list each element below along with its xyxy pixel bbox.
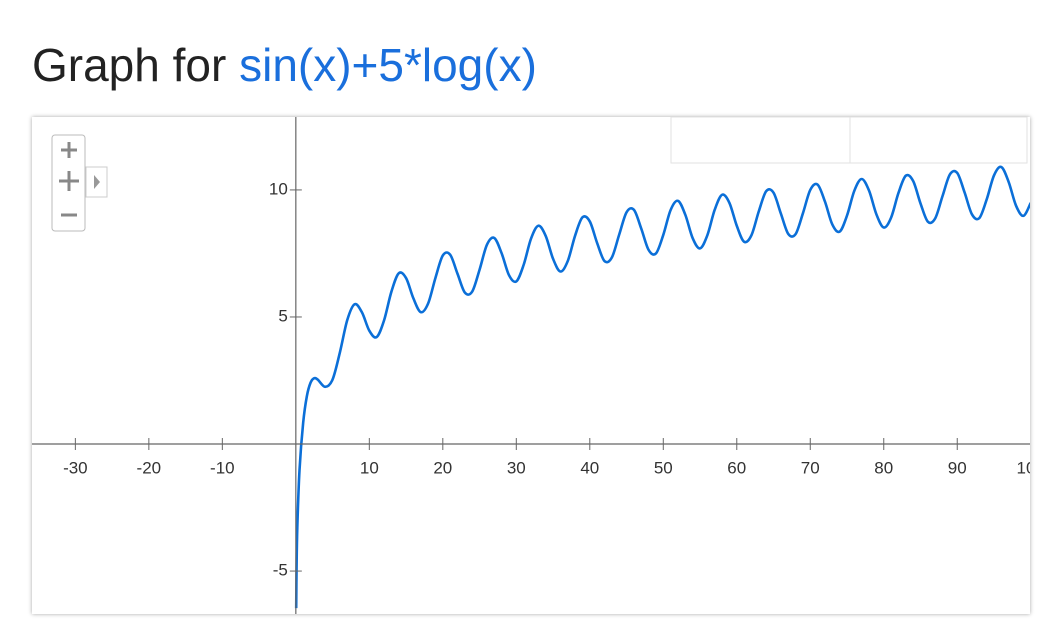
info-box <box>670 116 1028 164</box>
x-tick-label: 40 <box>580 458 599 477</box>
x-tick-label: 100 <box>1017 458 1030 477</box>
title: Graph for sin(x)+5*log(x) <box>32 38 537 92</box>
graph-box: -30 -20 -10 10 20 30 40 50 60 70 80 90 100 -5 5 10 <box>32 116 1045 614</box>
title-text: Graph for <box>32 39 227 91</box>
x-tick-label: 60 <box>727 458 746 477</box>
x-tick-label: 90 <box>948 458 967 477</box>
x-tick-label: 20 <box>433 458 452 477</box>
y-tick-label: -5 <box>273 561 288 580</box>
x-tick-label: 70 <box>801 458 820 477</box>
y-tick-label: 5 <box>278 306 287 325</box>
zoom-in[interactable] <box>61 142 77 158</box>
y-tick-label: 10 <box>269 179 288 198</box>
x-tick-label: 50 <box>654 458 673 477</box>
x-tick-label: 80 <box>874 458 893 477</box>
function-link[interactable]: sin(x)+5*log(x) <box>239 39 537 91</box>
zoom-controls[interactable] <box>51 134 108 232</box>
chart: -30 -20 -10 10 20 30 40 50 60 70 80 90 100 -5 5 10 <box>32 116 1045 614</box>
x-tick-label: 30 <box>507 458 526 477</box>
pan[interactable] <box>59 171 79 191</box>
plot-area <box>294 165 1030 609</box>
x-tick-label: -30 <box>63 458 88 477</box>
x-tick-label: -20 <box>137 458 162 477</box>
expand-arrow <box>94 175 100 189</box>
function-curve <box>294 165 1030 609</box>
x-tick-label: 10 <box>360 458 379 477</box>
x-tick-label: -10 <box>210 458 235 477</box>
